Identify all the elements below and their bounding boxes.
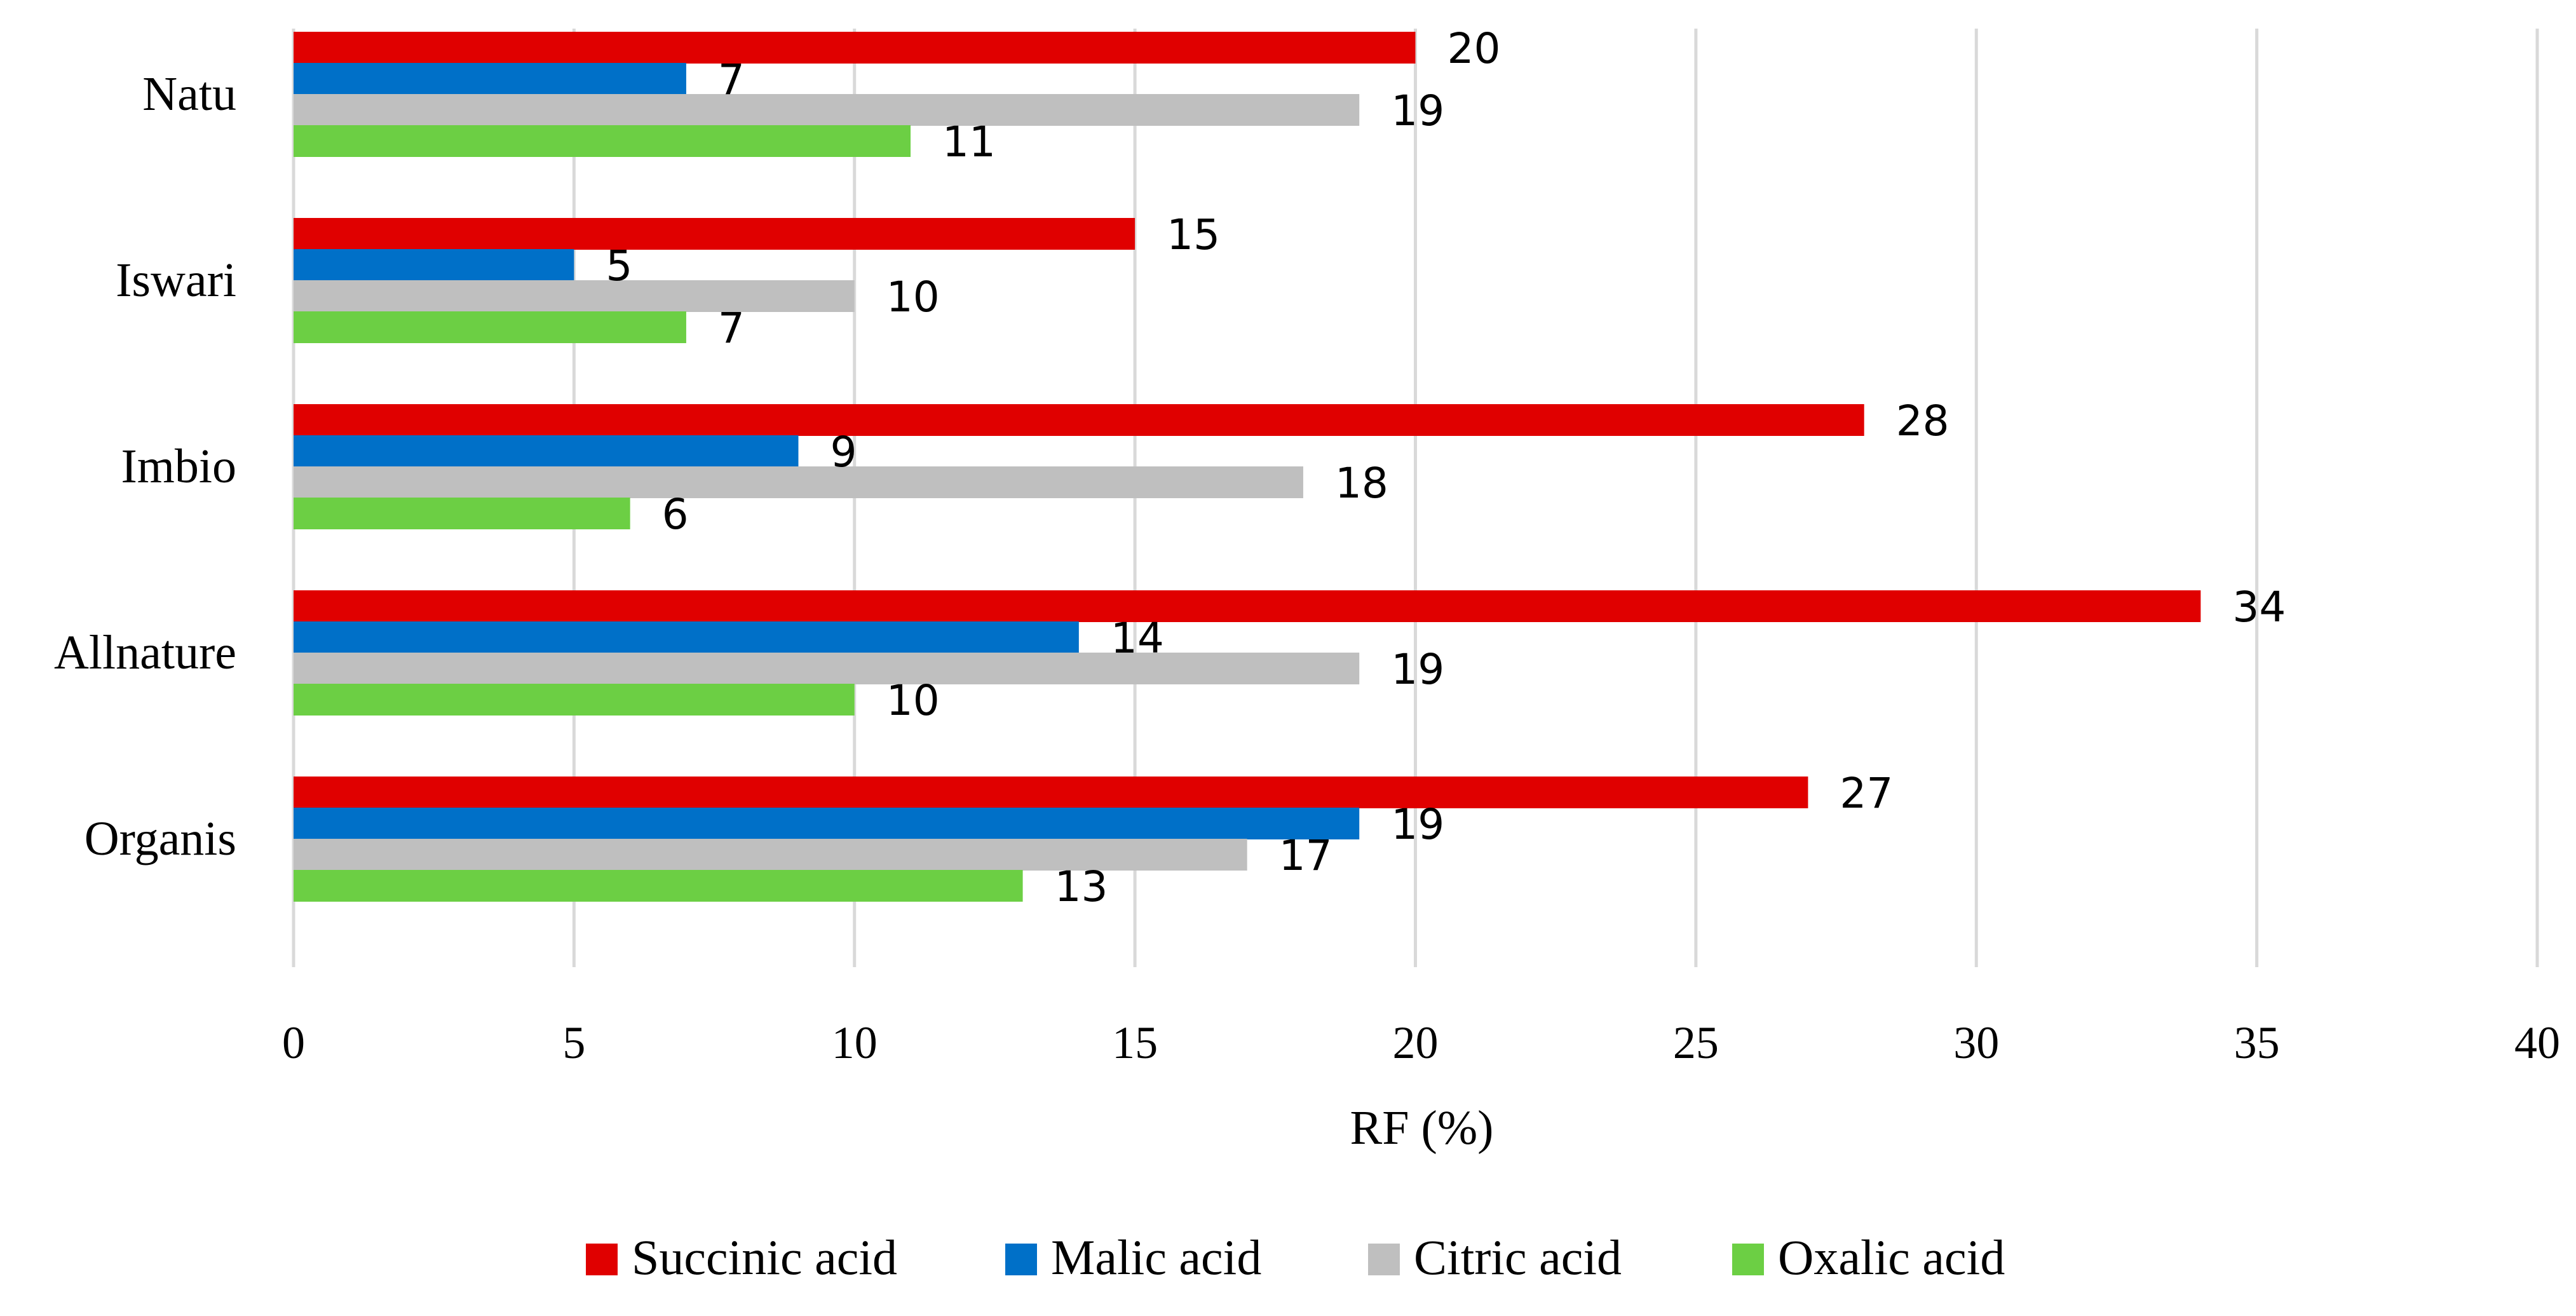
data-label: 14 — [1111, 614, 1164, 663]
data-label: 27 — [1840, 769, 1893, 818]
bar-imbio-succinic-acid — [294, 404, 1864, 436]
bar-allnature-oxalic-acid — [294, 684, 855, 716]
gridlines — [292, 29, 2539, 967]
bar-natu-oxalic-acid — [294, 125, 911, 157]
bar-natu-citric-acid — [294, 94, 1360, 126]
data-label: 7 — [718, 304, 745, 353]
x-tick-label-25: 25 — [1673, 1017, 1719, 1068]
legend-swatch-citric-acid — [1368, 1244, 1400, 1275]
x-tick-label-10: 10 — [832, 1017, 878, 1068]
bar-natu-malic-acid — [294, 63, 686, 95]
data-label: 19 — [1391, 800, 1444, 849]
category-labels: Natu Iswari Imbio Allnature Organis — [54, 67, 236, 865]
x-tick-label-0: 0 — [282, 1017, 305, 1068]
bar-organis-oxalic-acid — [294, 870, 1023, 902]
x-tick-label-5: 5 — [562, 1017, 585, 1068]
bar-iswari-succinic-acid — [294, 218, 1135, 250]
bar-allnature-succinic-acid — [294, 590, 2201, 622]
x-tick-labels: 0 5 10 15 20 25 30 35 40 — [282, 1017, 2560, 1068]
bar-organis-malic-acid — [294, 808, 1360, 839]
data-label: 5 — [606, 241, 632, 290]
data-label: 20 — [1447, 24, 1501, 73]
data-label: 7 — [718, 55, 745, 104]
x-tick-label-30: 30 — [1953, 1017, 1999, 1068]
data-label: 15 — [1167, 210, 1220, 259]
data-label: 10 — [886, 273, 940, 322]
bar-imbio-malic-acid — [294, 435, 799, 467]
bar-organis-succinic-acid — [294, 777, 1808, 808]
bar-natu-succinic-acid — [294, 32, 1416, 64]
data-label: 34 — [2232, 583, 2286, 632]
bar-iswari-oxalic-acid — [294, 311, 686, 343]
data-labels: 20 7 19 11 15 5 10 7 28 9 18 6 34 14 19 10 27 19 17 13 — [606, 24, 2286, 911]
bar-imbio-oxalic-acid — [294, 498, 630, 529]
data-label: 10 — [886, 676, 940, 725]
category-label-allnature: Allnature — [54, 626, 236, 679]
data-label: 6 — [662, 490, 689, 539]
x-tick-label-20: 20 — [1393, 1017, 1439, 1068]
legend-label-oxalic-acid: Oxalic acid — [1778, 1230, 2005, 1285]
x-tick-label-15: 15 — [1112, 1017, 1158, 1068]
data-label: 28 — [1896, 397, 1949, 445]
category-label-imbio: Imbio — [121, 440, 236, 493]
bar-organis-citric-acid — [294, 839, 1247, 871]
legend-swatch-succinic-acid — [586, 1244, 618, 1275]
legend-swatch-malic-acid — [1005, 1244, 1037, 1275]
category-label-iswari: Iswari — [116, 254, 236, 307]
bar-allnature-citric-acid — [294, 653, 1360, 684]
data-label: 19 — [1391, 86, 1444, 135]
data-label: 19 — [1391, 645, 1444, 694]
x-axis-title: RF (%) — [1350, 1101, 1494, 1155]
bar-allnature-malic-acid — [294, 621, 1079, 653]
data-label: 13 — [1055, 862, 1108, 911]
bar-iswari-malic-acid — [294, 249, 574, 281]
legend-swatch-oxalic-acid — [1732, 1244, 1764, 1275]
bar-imbio-citric-acid — [294, 466, 1303, 498]
x-tick-label-35: 35 — [2234, 1017, 2280, 1068]
x-tick-label-40: 40 — [2514, 1017, 2560, 1068]
category-label-organis: Organis — [85, 812, 236, 865]
legend-label-citric-acid: Citric acid — [1414, 1230, 1622, 1285]
data-label: 9 — [830, 428, 857, 477]
legend: Succinic acid Malic acid Citric acid Oxalic… — [586, 1230, 2005, 1285]
legend-label-malic-acid: Malic acid — [1051, 1230, 1261, 1285]
data-label: 11 — [942, 118, 996, 166]
data-label: 17 — [1279, 831, 1332, 880]
category-label-natu: Natu — [142, 67, 236, 121]
bar-iswari-citric-acid — [294, 280, 855, 312]
data-label: 18 — [1335, 459, 1388, 508]
legend-label-succinic-acid: Succinic acid — [632, 1230, 897, 1285]
bars — [294, 32, 2201, 902]
